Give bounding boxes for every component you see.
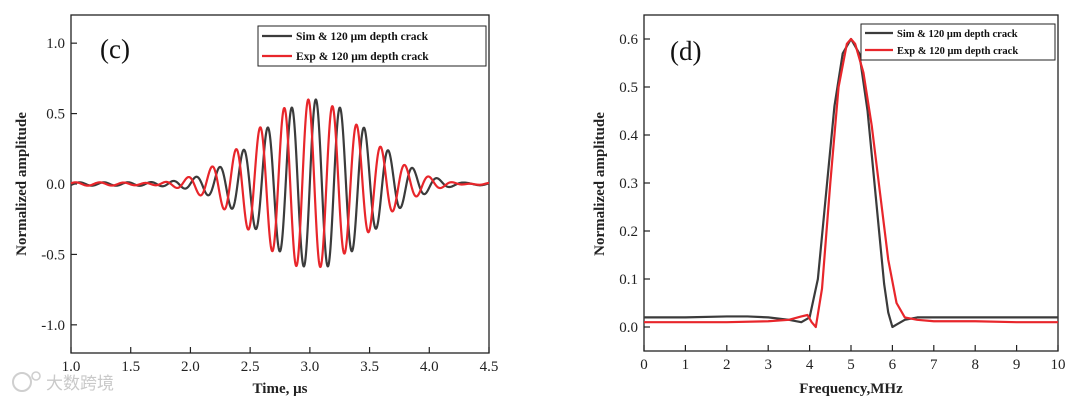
chart-d-x-tick-label: 8 (971, 357, 979, 373)
chart-d-y-tick-label: 0.2 (619, 224, 638, 240)
chart-d-x-tick-label: 6 (889, 357, 897, 373)
chart-d-y-tick-label: 0.4 (619, 128, 638, 144)
chart-d-x-tick-label: 3 (764, 357, 772, 373)
chart-d-x-tick-label: 9 (1013, 357, 1021, 373)
chart-c-x-tick-label: 3.0 (300, 359, 319, 375)
watermark-logo-icon (12, 372, 32, 392)
chart-c-x-tick-label: 2.0 (181, 359, 200, 375)
chart-c-legend-exp-label: Exp & 120 μm depth crack (296, 51, 429, 63)
chart-c-panel-label: (c) (100, 34, 130, 64)
chart-d-x-axis-label: Frequency,MHz (799, 381, 903, 397)
chart-c-x-tick-label: 3.5 (360, 359, 379, 375)
chart-c-x-tick-label: 1.5 (121, 359, 140, 375)
chart-c-y-tick-label: 0.5 (46, 107, 65, 123)
chart-c-series-exp-line (70, 98, 490, 269)
chart-d-series-sim-line (644, 37, 1058, 329)
chart-d-y-tick-label: 0.5 (619, 80, 638, 96)
watermark-text: 大数跨境 (46, 374, 114, 394)
chart-d-y-tick-label: 0.0 (619, 320, 638, 336)
chart-c-legend-box (257, 25, 487, 67)
chart-c-x-tick-label: 1.0 (62, 359, 81, 375)
chart-d-x-tick-label: 1 (682, 357, 690, 373)
chart-c-x-tick-label: 4.0 (420, 359, 439, 375)
chart-c-ticks: 1.0 1.5 2.0 2.5 3.0 3.5 4.0 4.5 -1.0 -0.5 0.0 0.5 1.… (41, 36, 498, 375)
chart-c-legend-sim-label: Sim & 120 μm depth crack (296, 31, 429, 43)
chart-c-x-axis-label: Time, μs (253, 381, 308, 397)
chart-c-x-tick-label: 2.5 (241, 359, 260, 375)
chart-c-y-tick-label: -1.0 (41, 318, 65, 334)
chart-d-legend-exp-label: Exp & 120 μm depth crack (897, 46, 1018, 57)
chart-d-legend: Sim & 120 μm depth crack Exp & 120 μm de… (860, 23, 1056, 61)
chart-d-x-tick-label: 5 (847, 357, 855, 373)
chart-c-series (70, 98, 490, 269)
chart-c-y-tick-label: 1.0 (46, 36, 65, 52)
chart-c-x-tick-label: 4.5 (480, 359, 499, 375)
chart-d-x-tick-label: 4 (806, 357, 814, 373)
chart-c-y-tick-label: -0.5 (41, 247, 65, 263)
chart-c-legend: Sim & 120 μm depth crack Exp & 120 μm de… (257, 25, 487, 67)
chart-d-x-tick-label: 10 (1051, 357, 1066, 373)
chart-d-ticks: 0 1 2 3 4 5 6 7 8 9 10 0.0 0.1 0.2 0.3 0.4 0.5 0.6 (619, 32, 1065, 373)
chart-d-legend-box (860, 23, 1056, 61)
chart-d-series (644, 37, 1058, 329)
chart-d-series-exp-line (644, 37, 1058, 329)
chart-d-x-tick-label: 2 (723, 357, 731, 373)
chart-c-series-sim-line (70, 98, 490, 268)
chart-c: (c) 1.0 1.5 2.0 2.5 3.0 3.5 4.0 4.5 -1.0 -0.5 0.0 0… (14, 14, 498, 397)
chart-d-frame (643, 14, 1059, 352)
chart-d-y-tick-label: 0.1 (619, 272, 638, 288)
chart-d-x-tick-label: 7 (930, 357, 938, 373)
chart-c-y-axis-label: Normalized amplitude (14, 112, 30, 256)
watermark-logo-dot (31, 371, 41, 381)
chart-d-y-tick-label: 0.6 (619, 32, 638, 48)
chart-d-legend-sim-label: Sim & 120 μm depth crack (897, 29, 1018, 40)
chart-c-y-tick-label: 0.0 (46, 177, 65, 193)
chart-d-y-axis-label: Normalized amplitude (592, 112, 608, 256)
chart-d-x-tick-label: 0 (640, 357, 648, 373)
watermark: 大数跨境 (12, 371, 114, 394)
chart-d: (d) 0 1 2 3 4 5 6 7 8 9 10 0.0 0.1 0.2 0.3 0.4 0.5 0.6 Fr… (592, 14, 1066, 397)
chart-d-panel-label: (d) (670, 36, 701, 66)
chart-d-y-tick-label: 0.3 (619, 176, 638, 192)
